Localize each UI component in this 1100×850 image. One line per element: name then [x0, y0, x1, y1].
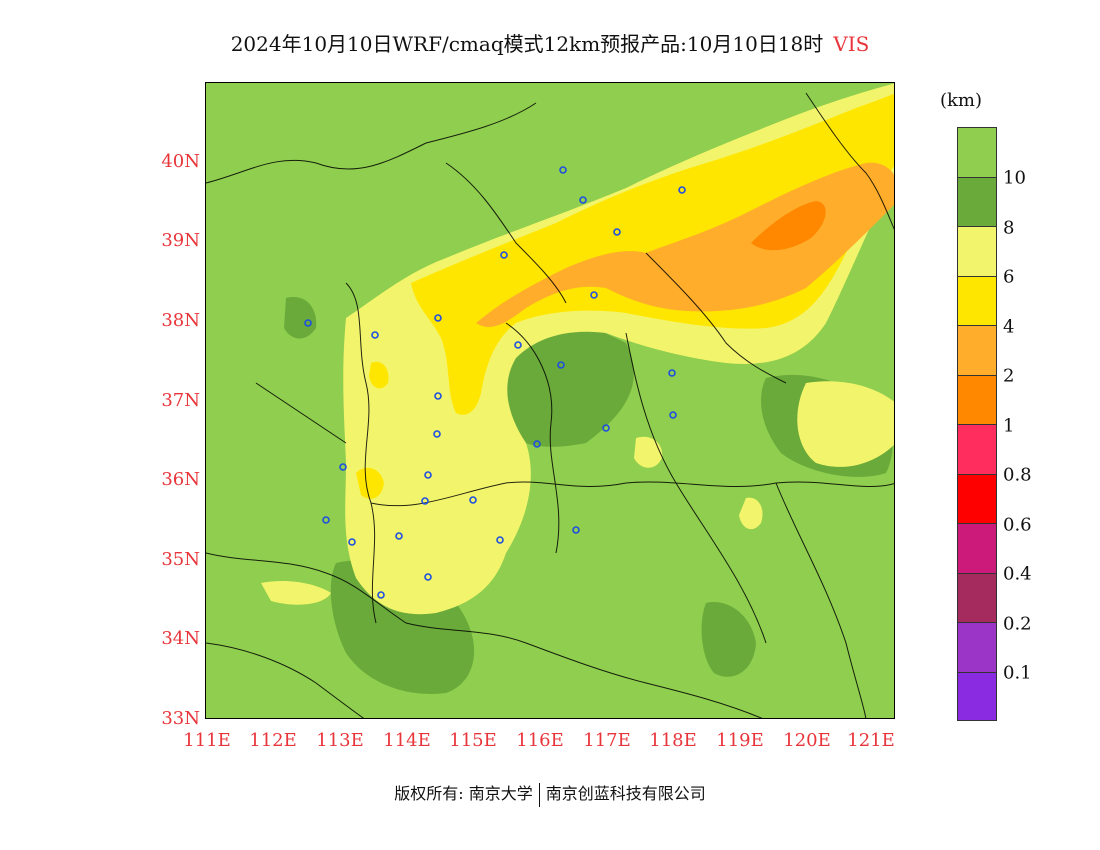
- lon-label: 112E: [249, 730, 297, 751]
- map-region-yellow-light: [261, 581, 331, 605]
- legend-swatch: [957, 523, 997, 573]
- legend-swatch: [957, 275, 997, 325]
- map-panel[interactable]: [205, 82, 895, 719]
- legend-swatch: [957, 622, 997, 672]
- map-region-yellow-light: [634, 436, 663, 468]
- legend-swatch: [957, 176, 997, 226]
- lon-label: 116E: [516, 730, 564, 751]
- page-title: 2024年10月10日WRF/cmaq模式12km预报产品:10月10日18时 V…: [0, 28, 1100, 57]
- legend-label: 8: [1003, 217, 1015, 239]
- company-text: 南京创蓝科技有限公司: [545, 784, 706, 803]
- map-region-yellow-light: [797, 381, 894, 467]
- legend-label: 10: [1003, 167, 1026, 189]
- lat-label: 34N: [161, 628, 200, 649]
- legend-label: 0.6: [1003, 514, 1032, 536]
- lon-label: 119E: [716, 730, 764, 751]
- lon-label: 118E: [649, 730, 697, 751]
- legend-label: 0.4: [1003, 563, 1032, 585]
- legend-label: 1: [1003, 415, 1015, 437]
- lon-label: 121E: [847, 730, 895, 751]
- copyright-text: 版权所有: 南京大学: [394, 784, 533, 803]
- legend-label: 4: [1003, 316, 1015, 338]
- lon-label: 120E: [783, 730, 831, 751]
- title-variable: VIS: [833, 32, 870, 56]
- legend-label: 2: [1003, 365, 1015, 387]
- lon-label: 117E: [583, 730, 631, 751]
- visibility-map: [206, 83, 894, 718]
- legend-label: 0.2: [1003, 613, 1032, 635]
- map-region-green-dark: [701, 602, 756, 677]
- lon-label: 114E: [383, 730, 431, 751]
- legend-swatch: [957, 127, 997, 177]
- legend-swatch: [957, 572, 997, 622]
- map-region-yellow: [369, 361, 389, 389]
- lon-label: 113E: [316, 730, 364, 751]
- legend-swatch: [957, 473, 997, 523]
- map-region-orange: [476, 162, 894, 327]
- legend-swatch: [957, 671, 997, 721]
- city-markers: [304, 166, 686, 599]
- legend-label: 6: [1003, 266, 1015, 288]
- lat-label: 33N: [161, 708, 200, 729]
- map-region-yellow-light: [739, 497, 763, 530]
- legend-swatch: [957, 226, 997, 276]
- lat-label: 38N: [161, 310, 200, 331]
- lat-label: 39N: [161, 230, 200, 251]
- legend-swatch: [957, 325, 997, 375]
- lat-label: 35N: [161, 549, 200, 570]
- province-boundaries: [206, 92, 894, 718]
- map-region-green-dark: [284, 297, 317, 339]
- lat-label: 37N: [161, 390, 200, 411]
- title-main: 2024年10月10日WRF/cmaq模式12km预报产品:10月10日18时: [230, 32, 824, 56]
- lon-label: 111E: [183, 730, 231, 751]
- footer-separator: [538, 782, 540, 807]
- lat-label: 40N: [161, 151, 200, 172]
- legend-label: 0.1: [1003, 662, 1032, 684]
- map-region-yellow: [356, 467, 384, 499]
- legend-swatch: [957, 374, 997, 424]
- legend-label: 0.8: [1003, 464, 1032, 486]
- legend-swatch: [957, 424, 997, 474]
- footer: 版权所有: 南京大学 南京创蓝科技有限公司: [0, 780, 1100, 807]
- lon-label: 115E: [449, 730, 497, 751]
- legend-unit: (km): [940, 90, 983, 111]
- lat-label: 36N: [161, 469, 200, 490]
- color-legend: [957, 127, 997, 721]
- map-region-deep-orange: [751, 201, 826, 251]
